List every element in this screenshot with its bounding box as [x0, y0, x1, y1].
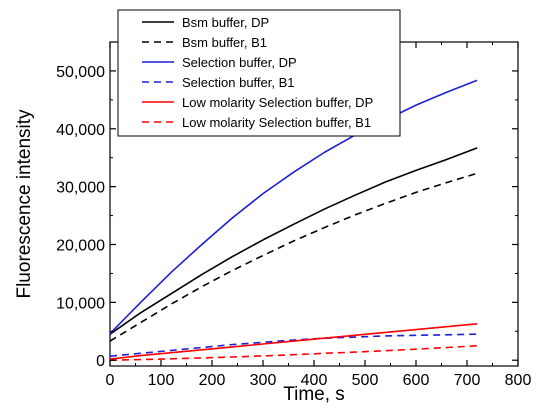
x-tick-label: 500	[352, 372, 379, 389]
legend-label: Selection buffer, DP	[182, 55, 297, 70]
legend: Bsm buffer, DP Bsm buffer, B1 Selection bu…	[117, 9, 401, 137]
legend-box	[117, 9, 401, 137]
legend-label: Bsm buffer, B1	[182, 35, 267, 50]
x-tick-label: 0	[106, 372, 115, 389]
legend-label: Selection buffer, B1	[182, 75, 295, 90]
x-tick-label: 600	[403, 372, 430, 389]
x-tick-label: 100	[148, 372, 175, 389]
series-layer	[109, 79, 478, 361]
y-tick-label: 30,000	[56, 180, 105, 197]
x-tick-label: 800	[505, 372, 532, 389]
series-line	[109, 345, 478, 361]
x-tick-label: 700	[454, 372, 481, 389]
y-tick-label: 20,000	[56, 238, 105, 255]
x-axis-title: Time, s	[283, 384, 345, 405]
series-line	[109, 147, 478, 335]
legend-label: Low molarity Selection buffer, DP	[182, 95, 373, 110]
y-tick-label: 10,000	[56, 295, 105, 312]
x-tick-label: 200	[199, 372, 226, 389]
series-line	[109, 79, 478, 335]
y-axis-ticks: 0 10,000 20,000 30,000 40,000 50,000	[56, 64, 518, 370]
series-line	[109, 172, 478, 342]
x-axis-ticks: 0 100 200 300 400 500 600 700 800	[106, 42, 532, 389]
x-tick-label: 300	[250, 372, 277, 389]
legend-label: Low molarity Selection buffer, B1	[182, 115, 371, 130]
y-axis-title: Fluorescence intensity	[14, 109, 35, 299]
y-tick-label: 40,000	[56, 122, 105, 139]
legend-label: Bsm buffer, DP	[182, 15, 269, 30]
series-line	[109, 333, 478, 357]
series-line	[109, 323, 478, 360]
x-tick-label: 400	[301, 372, 328, 389]
y-tick-label: 50,000	[56, 64, 105, 81]
y-tick-label: 0	[96, 353, 105, 370]
